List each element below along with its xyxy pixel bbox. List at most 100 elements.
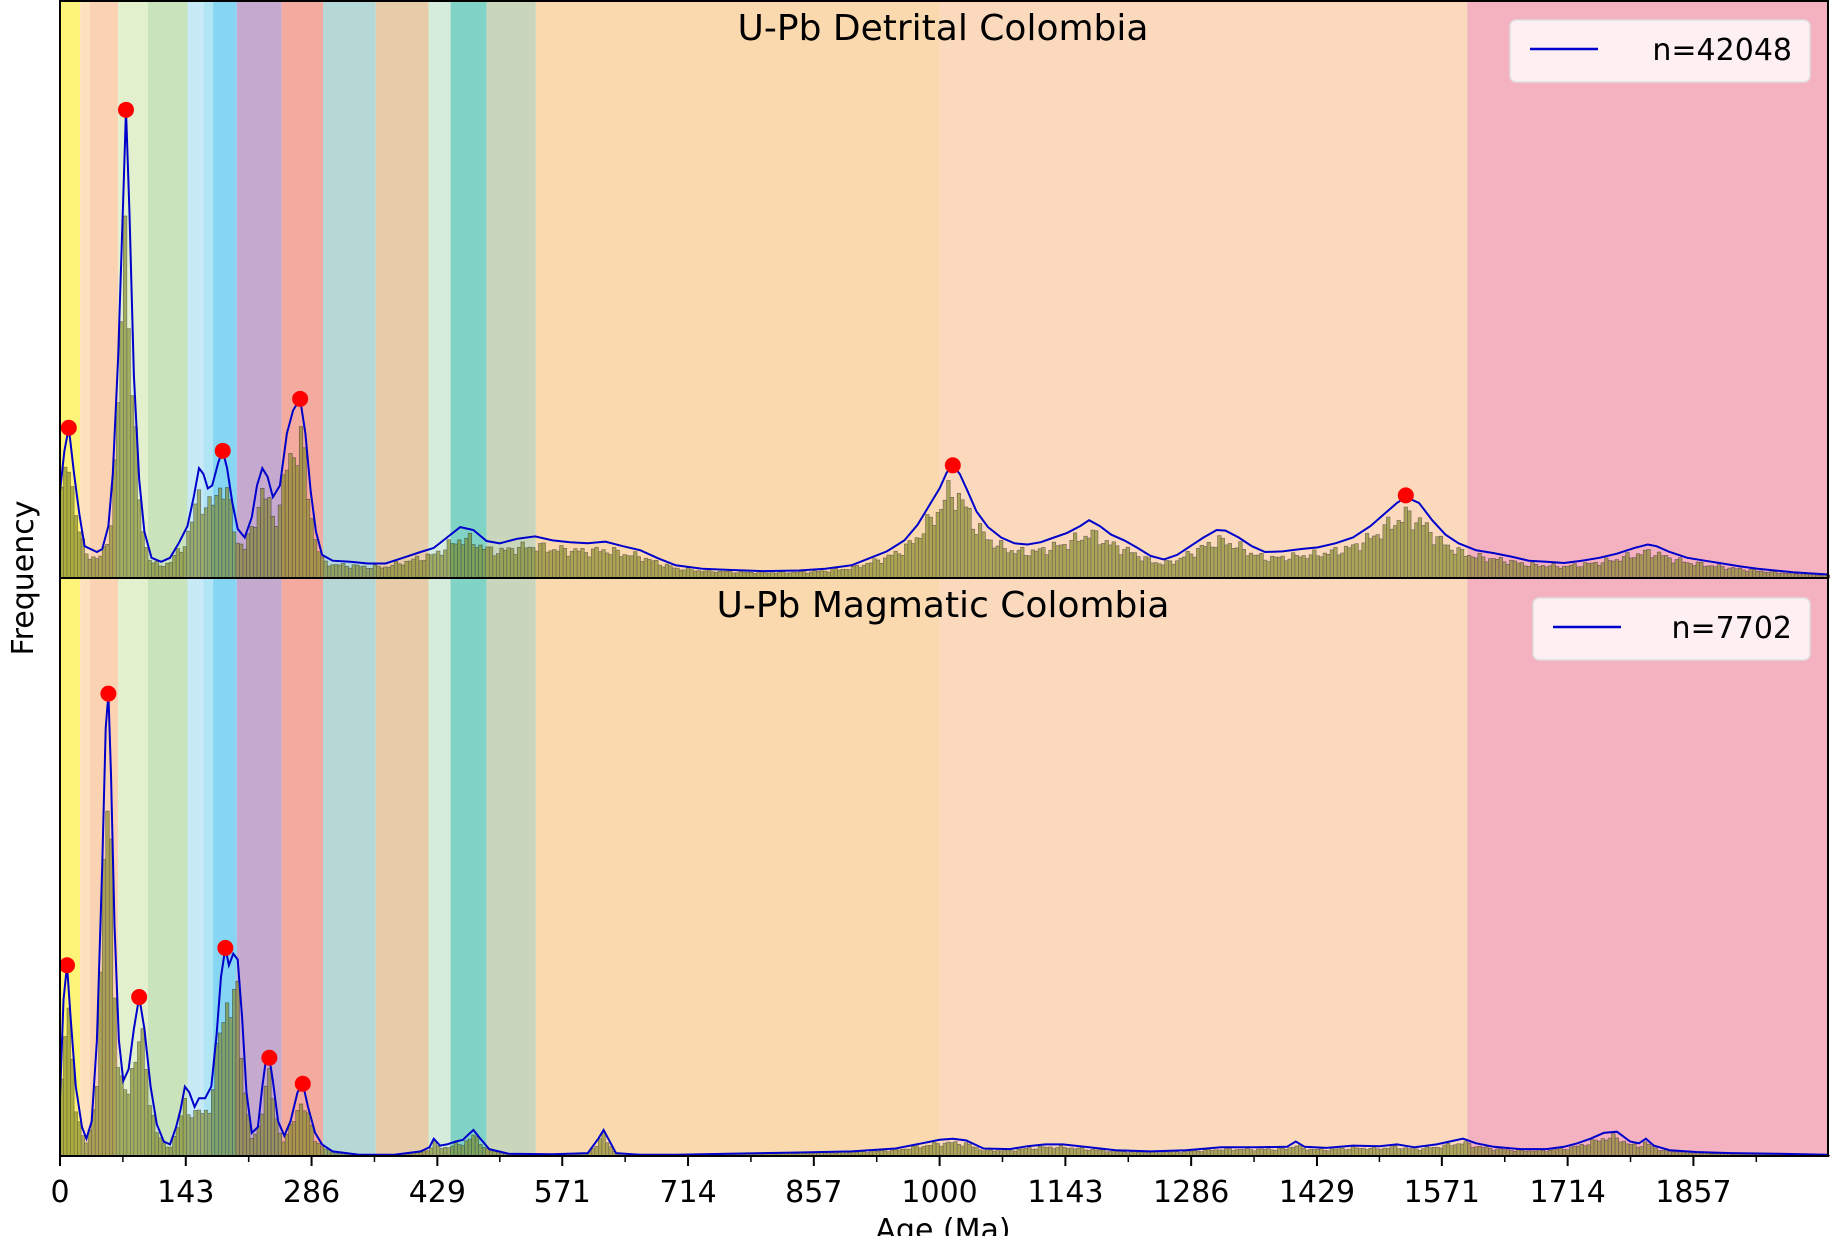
hist-bar <box>281 474 286 579</box>
hist-bar <box>939 1145 944 1157</box>
hist-bar <box>1073 1148 1078 1157</box>
hist-bar <box>1329 1148 1334 1157</box>
hist-bar <box>946 480 951 579</box>
hist-bar <box>168 1146 173 1157</box>
hist-bar <box>531 547 536 579</box>
legend-label-detrital: n=42048 <box>1652 33 1792 68</box>
hist-bar <box>1329 549 1334 579</box>
hist-bar <box>1491 558 1496 579</box>
hist-bar <box>270 1098 275 1157</box>
hist-bar <box>1322 552 1327 579</box>
hist-bar <box>696 570 701 579</box>
hist-bar <box>137 1041 142 1157</box>
hist-bar <box>1206 541 1211 579</box>
hist-bar <box>358 566 363 579</box>
hist-bar <box>1650 1146 1655 1157</box>
hist-bar <box>1569 1146 1574 1157</box>
hist-bar <box>1699 561 1704 579</box>
hist-bar <box>1055 545 1060 579</box>
hist-bar <box>362 565 367 579</box>
hist-bar <box>1379 538 1384 579</box>
hist-bar <box>1621 556 1626 579</box>
hist-bar <box>225 487 230 579</box>
hist-bar <box>1087 537 1092 579</box>
hist-bar <box>960 499 965 579</box>
hist-bar <box>1530 562 1535 579</box>
hist-bar <box>1495 559 1500 579</box>
hist-bar <box>1375 534 1380 579</box>
peak-marker-1-3 <box>217 939 234 956</box>
hist-bar <box>323 560 328 579</box>
hist-bar <box>1604 557 1609 579</box>
hist-bar <box>861 564 867 579</box>
hist-bar <box>1410 1148 1415 1157</box>
x-tick-label: 1429 <box>1279 1175 1355 1210</box>
hist-bar <box>1350 544 1356 579</box>
hist-bar <box>165 563 170 579</box>
hist-bar <box>84 553 89 579</box>
density-curve-0 <box>59 109 1829 576</box>
hist-bar <box>1597 1140 1602 1157</box>
hist-bar <box>1533 563 1539 579</box>
hist-bar <box>1090 1149 1095 1157</box>
hist-bar <box>1752 569 1757 579</box>
hist-bar <box>1347 547 1352 579</box>
hist-bar <box>1646 549 1651 579</box>
x-tick-label: 571 <box>534 1175 591 1210</box>
hist-bar <box>1132 552 1137 579</box>
hist-bar <box>738 570 743 579</box>
hist-bar <box>1259 1148 1264 1157</box>
hist-bar <box>626 555 631 579</box>
hist-bar <box>1435 1146 1440 1157</box>
hist-bar <box>911 543 916 579</box>
hist-bar <box>647 558 652 579</box>
hist-bar <box>935 512 940 579</box>
hist-bar <box>1139 560 1144 579</box>
hist-bar <box>80 1135 85 1157</box>
hist-bar <box>1051 541 1057 579</box>
hist-bar <box>327 565 332 579</box>
hist-bar <box>1090 529 1095 579</box>
hist-bar <box>1477 552 1482 579</box>
hist-bar <box>1431 1147 1436 1157</box>
hist-bar <box>228 499 233 579</box>
hist-bar <box>953 510 958 579</box>
hist-bar <box>678 569 684 579</box>
hist-bar <box>1153 562 1159 579</box>
hist-bar <box>566 555 571 579</box>
hist-bar <box>460 1145 465 1157</box>
hist-bar <box>1709 565 1714 579</box>
hist-bar <box>1526 566 1531 579</box>
hist-bar <box>1150 562 1155 579</box>
hist-bar <box>1590 562 1595 579</box>
hist-bar <box>200 1113 205 1157</box>
panel-title-detrital: U-Pb Detrital Colombia <box>738 8 1149 49</box>
hist-bar <box>1734 568 1739 579</box>
hist-bar <box>1393 525 1398 579</box>
hist-bar <box>1083 535 1088 579</box>
hist-bar <box>309 518 314 579</box>
hist-bar <box>1255 554 1261 579</box>
hist-bar <box>425 553 430 579</box>
hist-bar <box>559 545 564 579</box>
hist-bar <box>1730 567 1736 579</box>
hist-bar <box>249 1138 254 1157</box>
hist-bar <box>1452 553 1458 579</box>
hist-bar <box>1185 551 1190 579</box>
hist-bar <box>590 548 596 579</box>
hist-bar <box>1396 520 1401 579</box>
hist-bar <box>1333 547 1338 579</box>
hist-bar <box>1516 562 1521 579</box>
hist-bar <box>1646 1143 1651 1157</box>
hist-bar <box>196 489 202 579</box>
hist-bar <box>267 1068 272 1157</box>
hist-bar <box>1681 561 1686 579</box>
hist-bar <box>939 508 944 579</box>
hist-bar <box>1076 1147 1081 1157</box>
hist-bar <box>1635 553 1641 579</box>
hist-bar <box>154 1132 159 1157</box>
hist-bar <box>503 549 508 579</box>
hist-bar <box>1442 544 1447 579</box>
hist-bar <box>1386 516 1391 579</box>
hist-bar <box>288 1124 293 1157</box>
